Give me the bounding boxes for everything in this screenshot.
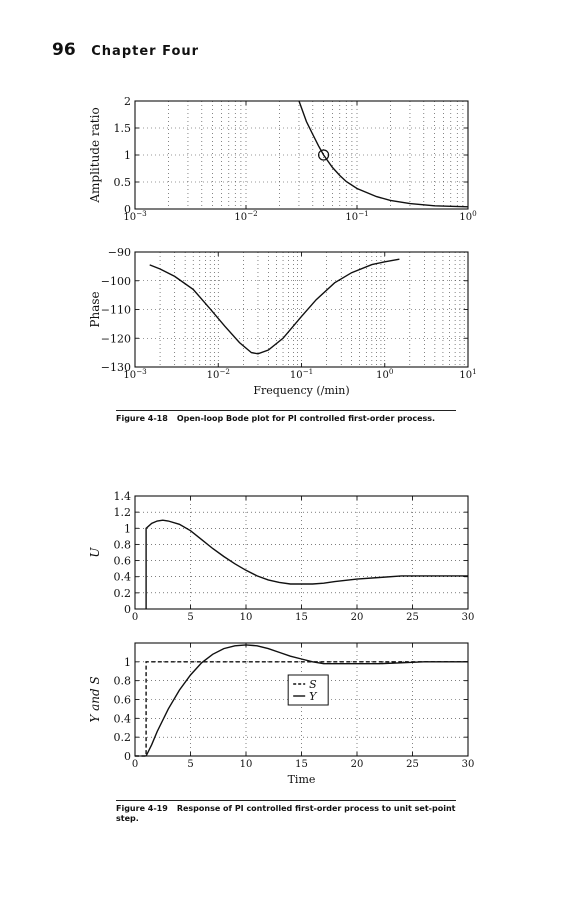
y-tick-label: 0.8 [114,538,132,551]
y-tick-label: 0.8 [114,675,132,688]
y-tick-label: 0.6 [114,555,132,568]
y-tick-label: 0 [124,750,131,763]
series-line [149,258,400,355]
x-tick-label: 20 [351,759,364,770]
series-line-Y [145,644,468,757]
y-tick-label: −110 [101,304,131,317]
series-line [145,519,468,609]
figure-label: Figure 4-19 [116,804,168,813]
x-tick-label: 10−1 [290,367,313,381]
y-tick-label: −90 [108,246,131,259]
y-tick-label: 2 [124,95,131,108]
chart-3: 0 5 10 15 20 25 30 0 0.2 0.4 0.6 0.8 1 1.2 1.4 U [88,490,474,623]
legend-box [287,674,329,706]
x-tick-label: 100 [459,209,477,223]
x-tick-label: 5 [187,612,193,623]
y-tick-label: −120 [101,332,131,345]
y-tick-label: 1.2 [114,506,132,519]
x-tick-label: 10−2 [234,209,257,223]
x-tick-label: 10−2 [207,367,230,381]
y-tick-label: 0.2 [114,731,132,744]
y-tick-label: 1 [124,522,131,535]
y-axis-label: Phase [88,291,102,327]
x-tick-label: 25 [406,612,419,623]
figure-label: Figure 4-18 [116,414,168,423]
figure-caption-text: Response of PI controlled first-order pr… [116,804,456,823]
x-tick-label: 100 [376,367,394,381]
figure-caption-4-18: Figure 4-18 Open-loop Bode plot for PI co… [116,414,466,424]
legend-label: S [309,678,317,691]
y-tick-label: −130 [101,361,131,374]
chart-4: 0 5 10 15 20 25 30 0 0.2 0.4 0.6 0.8 1 Y and S Time SY [88,642,475,786]
y-tick-label: 0.5 [114,176,132,189]
x-tick-label: 101 [459,367,476,381]
series-line [298,100,469,208]
x-axis-label: Frequency (/min) [253,384,349,397]
caption-rule [116,410,456,411]
y-tick-label: 0 [124,203,131,216]
caption-rule [116,800,456,801]
figure-caption-text: Open-loop Bode plot for PI controlled fi… [176,414,436,423]
y-axis-label: Amplitude ratio [88,107,102,203]
page-number: 96 [52,40,76,60]
x-tick-label: 10−1 [345,209,368,223]
legend: SY [287,674,329,706]
x-tick-label: 10 [240,759,253,770]
legend-label: Y [309,690,318,703]
x-tick-label: 5 [187,759,193,770]
y-tick-label: 1.4 [114,490,132,503]
chapter-title: Chapter Four [91,44,200,59]
y-tick-label: 1 [124,656,131,669]
y-tick-label: 1.5 [114,122,132,135]
x-tick-label: 20 [351,612,364,623]
x-tick-label: 25 [406,759,419,770]
figure-caption-4-19: Figure 4-19 Response of PI controlled fir… [116,804,466,824]
x-tick-label: 0 [132,612,138,623]
y-tick-label: 0.4 [114,712,132,725]
y-tick-label: 0.4 [114,571,132,584]
y-axis-label: U [88,547,102,558]
x-tick-label: 15 [295,759,308,770]
x-tick-label: 15 [295,612,308,623]
y-tick-label: 1 [124,149,131,162]
y-tick-label: −100 [101,275,131,288]
y-tick-label: 0 [124,603,131,616]
y-axis-label: Y and S [88,676,102,722]
x-tick-label: 10 [240,612,253,623]
plot-frame [134,100,469,210]
plot-frame [134,251,469,368]
x-axis-label: Time [288,773,316,786]
y-tick-label: 0.6 [114,694,132,707]
y-tick-label: 0.2 [114,587,132,600]
marker-circle [317,149,330,161]
x-tick-label: 30 [462,612,475,623]
page-header: 96 Chapter Four [52,40,199,60]
x-tick-label: 0 [132,759,138,770]
x-tick-label: 30 [462,759,475,770]
chart-2: 10−3 10−2 10−1 100 101−130−120−110−100−90Pha… [88,246,477,397]
